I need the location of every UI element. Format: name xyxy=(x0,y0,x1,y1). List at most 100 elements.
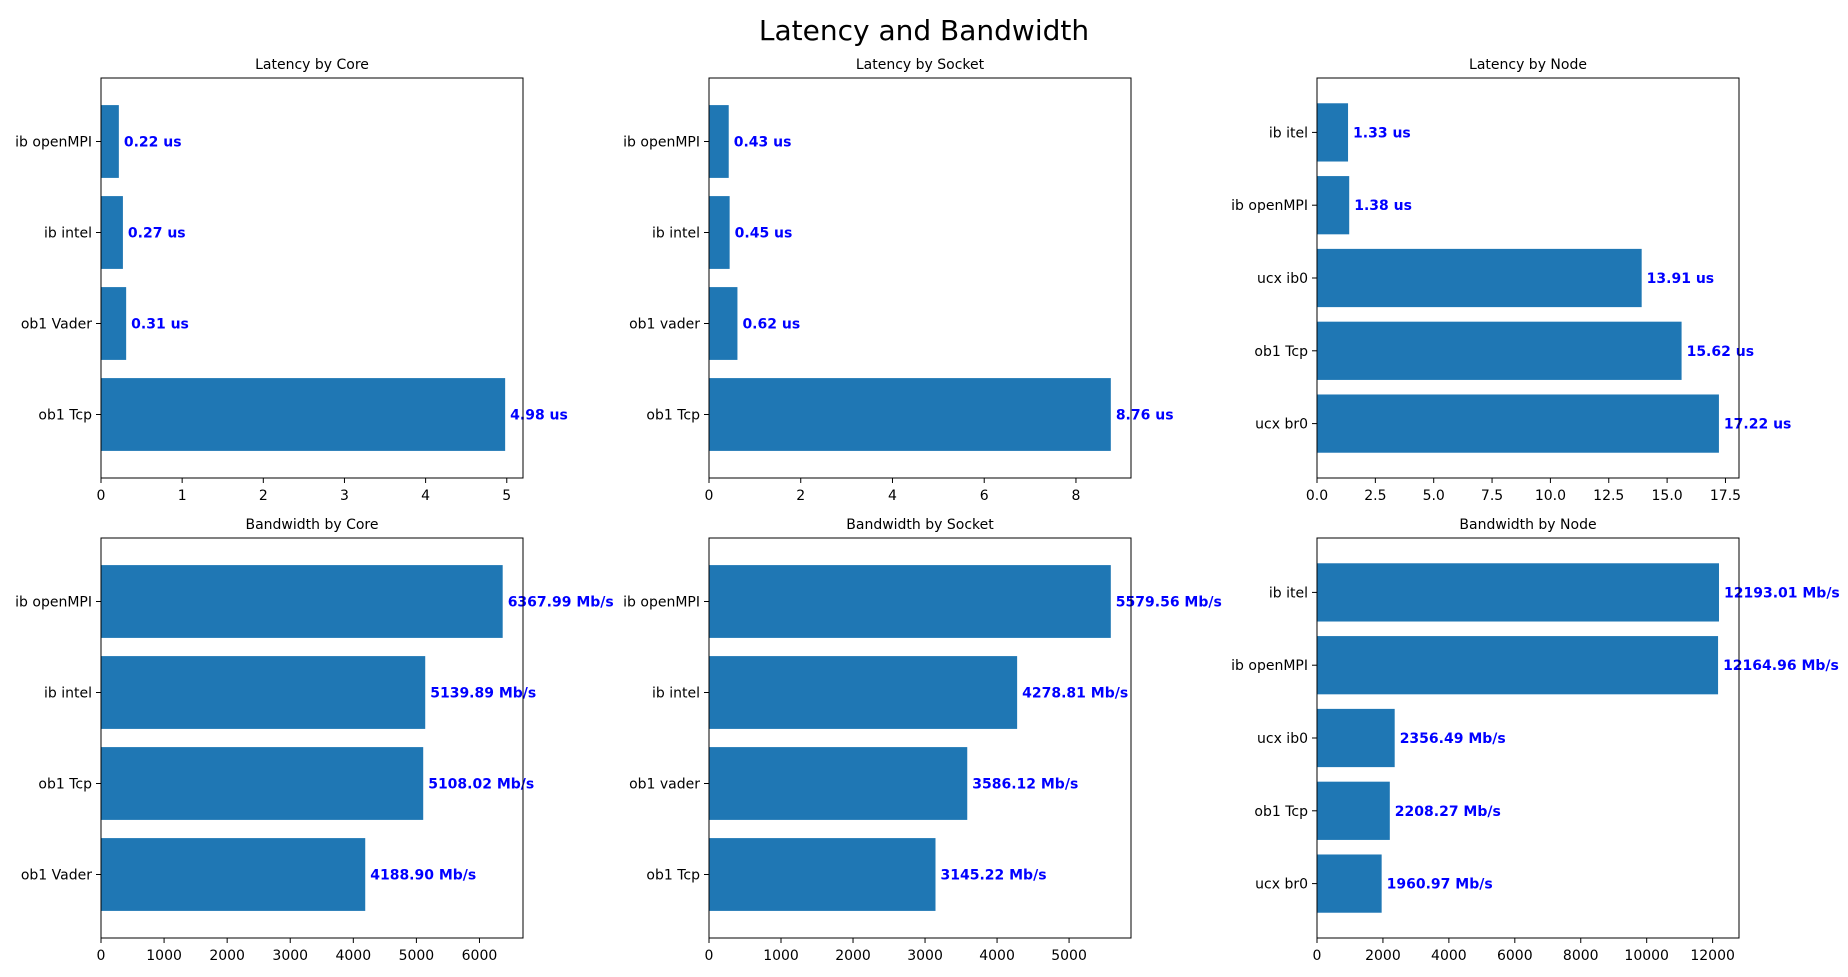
data-label: 15.62 us xyxy=(1687,344,1754,360)
x-tick-label: 10.0 xyxy=(1535,488,1566,504)
bar[interactable] xyxy=(1317,781,1390,840)
bar[interactable] xyxy=(709,656,1018,729)
y-tick-label: ob1 Tcp xyxy=(1254,344,1308,360)
y-tick-label: ib itel xyxy=(1269,125,1308,141)
data-label: 0.31 us xyxy=(131,317,189,333)
y-tick-label: ob1 vader xyxy=(629,317,700,333)
bar[interactable] xyxy=(709,565,1111,638)
bar[interactable] xyxy=(101,656,426,729)
x-tick-label: 7.5 xyxy=(1481,488,1503,504)
chart-panel-0: Latency by Core ib openMPI 0.22 us ib intel… xyxy=(15,57,568,504)
bar[interactable] xyxy=(101,105,119,178)
x-tick-label: 8 xyxy=(1071,488,1080,504)
chart-panel-4: Bandwidth by Socket ib openMPI 5579.56 Mb/… xyxy=(623,517,1222,964)
y-tick-label: ib itel xyxy=(1269,585,1308,601)
x-tick-label: 8000 xyxy=(1563,948,1599,964)
x-tick-label: 4 xyxy=(888,488,897,504)
bar[interactable] xyxy=(1317,854,1382,913)
x-tick-label: 2.5 xyxy=(1364,488,1386,504)
x-tick-label: 5.0 xyxy=(1423,488,1445,504)
data-label: 5139.89 Mb/s xyxy=(430,686,536,702)
data-label: 0.43 us xyxy=(734,135,792,151)
y-tick-label: ob1 vader xyxy=(629,777,700,793)
data-label: 0.22 us xyxy=(124,135,182,151)
bar[interactable] xyxy=(101,565,503,638)
bar[interactable] xyxy=(1317,321,1682,380)
bar[interactable] xyxy=(101,838,366,911)
x-tick-label: 0 xyxy=(1313,948,1322,964)
axes-frame xyxy=(708,537,1132,939)
x-tick-label: 0 xyxy=(705,948,714,964)
x-tick-label: 0 xyxy=(97,948,106,964)
bar[interactable] xyxy=(709,287,738,360)
chart-panel-3: Bandwidth by Core ib openMPI 6367.99 Mb/s i… xyxy=(15,517,614,964)
y-tick-label: ob1 Tcp xyxy=(38,777,92,793)
data-label: 3586.12 Mb/s xyxy=(972,777,1078,793)
chart-title: Latency by Node xyxy=(1469,57,1587,73)
bar[interactable] xyxy=(101,378,506,451)
chart-title: Latency by Core xyxy=(255,57,369,73)
x-tick-label: 2 xyxy=(796,488,805,504)
x-tick-label: 6000 xyxy=(1497,948,1533,964)
axes-frame xyxy=(708,77,1132,479)
bar[interactable] xyxy=(101,747,424,820)
x-tick-label: 2000 xyxy=(1365,948,1401,964)
data-label: 12193.01 Mb/s xyxy=(1724,585,1840,601)
bar[interactable] xyxy=(1317,248,1642,308)
y-tick-label: ucx br0 xyxy=(1255,877,1308,893)
x-tick-label: 5000 xyxy=(1051,948,1087,964)
y-tick-label: ib openMPI xyxy=(623,595,700,611)
axes-frame xyxy=(1316,77,1740,479)
bar[interactable] xyxy=(709,378,1111,451)
bar[interactable] xyxy=(1317,103,1349,162)
data-label: 0.45 us xyxy=(735,226,793,242)
axes-frame xyxy=(1316,537,1740,939)
x-tick-label: 1 xyxy=(178,488,187,504)
y-tick-label: ib openMPI xyxy=(15,135,92,151)
x-tick-label: 3 xyxy=(340,488,349,504)
bar[interactable] xyxy=(1317,708,1395,768)
data-label: 4188.90 Mb/s xyxy=(370,868,476,884)
y-tick-label: ucx ib0 xyxy=(1257,271,1308,287)
chart-panel-2: Latency by Node ib itel 1.33 us ib openMPI 1… xyxy=(1231,57,1791,504)
bar[interactable] xyxy=(101,287,127,360)
bar[interactable] xyxy=(1317,394,1719,453)
data-label: 13.91 us xyxy=(1647,271,1714,287)
bar[interactable] xyxy=(1317,636,1719,695)
x-tick-label: 4000 xyxy=(335,948,371,964)
axes-frame xyxy=(100,537,524,939)
data-label: 0.62 us xyxy=(742,317,800,333)
y-tick-label: ob1 Tcp xyxy=(38,408,92,424)
chart-title: Latency by Socket xyxy=(856,57,985,73)
bar[interactable] xyxy=(101,196,123,269)
x-tick-label: 10000 xyxy=(1624,948,1669,964)
data-label: 5579.56 Mb/s xyxy=(1116,595,1222,611)
bar[interactable] xyxy=(1317,176,1350,235)
y-tick-label: ib intel xyxy=(652,686,700,702)
figure-title: Latency and Bandwidth xyxy=(758,14,1090,47)
x-tick-label: 6 xyxy=(980,488,989,504)
y-tick-label: ob1 Tcp xyxy=(646,408,700,424)
x-tick-label: 1000 xyxy=(763,948,799,964)
bar[interactable] xyxy=(709,747,968,820)
x-tick-label: 2000 xyxy=(209,948,245,964)
data-label: 1.33 us xyxy=(1353,125,1411,141)
data-label: 4278.81 Mb/s xyxy=(1022,686,1128,702)
x-tick-label: 3000 xyxy=(907,948,943,964)
data-label: 2208.27 Mb/s xyxy=(1395,804,1501,820)
x-tick-label: 2000 xyxy=(835,948,871,964)
y-tick-label: ucx ib0 xyxy=(1257,731,1308,747)
chart-title: Bandwidth by Node xyxy=(1459,517,1596,533)
x-tick-label: 4000 xyxy=(979,948,1015,964)
bar[interactable] xyxy=(709,196,730,269)
x-tick-label: 4 xyxy=(421,488,430,504)
y-tick-label: ib openMPI xyxy=(623,135,700,151)
axes-frame xyxy=(100,77,524,479)
bar[interactable] xyxy=(709,105,729,178)
data-label: 6367.99 Mb/s xyxy=(508,595,614,611)
y-tick-label: ib openMPI xyxy=(1231,658,1308,674)
bar[interactable] xyxy=(709,838,936,911)
bar[interactable] xyxy=(1317,563,1719,622)
data-label: 0.27 us xyxy=(128,226,186,242)
y-tick-label: ib intel xyxy=(652,226,700,242)
